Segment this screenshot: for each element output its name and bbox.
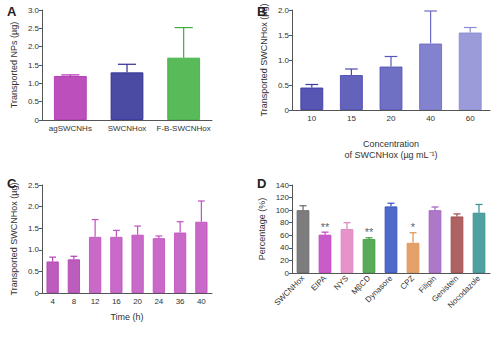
svg-text:Genistein: Genistein <box>430 273 461 304</box>
svg-text:2.5: 2.5 <box>28 24 40 33</box>
svg-text:4: 4 <box>50 297 55 306</box>
svg-text:20: 20 <box>280 256 289 265</box>
svg-text:Concentration: Concentration <box>363 139 419 149</box>
svg-text:SWCNHox: SWCNHox <box>108 124 147 133</box>
svg-text:2.0: 2.0 <box>278 6 290 15</box>
svg-text:Nocodazole: Nocodazole <box>446 273 483 310</box>
svg-text:12: 12 <box>91 297 100 306</box>
svg-text:36: 36 <box>176 297 185 306</box>
svg-text:C: C <box>7 176 17 191</box>
svg-text:EIPA: EIPA <box>309 273 328 292</box>
svg-text:20: 20 <box>387 114 396 123</box>
svg-text:**: ** <box>365 226 374 238</box>
svg-text:NYS: NYS <box>332 274 350 292</box>
svg-text:60: 60 <box>280 231 289 240</box>
svg-text:16: 16 <box>112 297 121 306</box>
svg-text:40: 40 <box>426 114 435 123</box>
svg-text:8: 8 <box>72 297 77 306</box>
svg-text:15: 15 <box>347 114 356 123</box>
svg-text:A: A <box>7 4 17 19</box>
svg-text:2.0: 2.0 <box>28 42 40 51</box>
svg-text:0: 0 <box>35 289 40 298</box>
svg-text:0.5: 0.5 <box>28 267 40 276</box>
svg-text:120: 120 <box>276 193 290 202</box>
svg-text:0: 0 <box>285 269 290 278</box>
svg-text:Time (h): Time (h) <box>110 312 143 322</box>
svg-text:2.0: 2.0 <box>28 202 40 211</box>
svg-text:20: 20 <box>133 297 142 306</box>
svg-text:*: * <box>411 221 416 233</box>
svg-text:of SWCNHox (µg mL⁻¹): of SWCNHox (µg mL⁻¹) <box>344 150 437 160</box>
svg-text:CPZ: CPZ <box>399 274 417 292</box>
svg-text:3.0: 3.0 <box>28 6 40 15</box>
svg-text:Transported SWCNHox (µg): Transported SWCNHox (µg) <box>9 183 19 296</box>
svg-text:B: B <box>257 4 266 19</box>
svg-text:1.0: 1.0 <box>28 245 40 254</box>
svg-text:40: 40 <box>197 297 206 306</box>
svg-text:D: D <box>257 176 266 191</box>
svg-text:1.5: 1.5 <box>28 61 40 70</box>
svg-text:140: 140 <box>276 181 290 190</box>
svg-text:Dynasore: Dynasore <box>364 273 395 304</box>
svg-text:Filipin: Filipin <box>417 273 439 295</box>
svg-text:Transported SWCNHox (µg): Transported SWCNHox (µg) <box>259 4 269 117</box>
svg-text:0: 0 <box>35 116 40 125</box>
svg-text:60: 60 <box>466 114 475 123</box>
svg-text:80: 80 <box>280 218 289 227</box>
svg-text:40: 40 <box>280 243 289 252</box>
svg-text:agSWCNHs: agSWCNHs <box>49 124 92 133</box>
svg-text:F-B-SWCNHox: F-B-SWCNHox <box>157 124 211 133</box>
svg-text:1.0: 1.0 <box>278 56 290 65</box>
svg-text:1.5: 1.5 <box>28 224 40 233</box>
svg-text:Percentage (%): Percentage (%) <box>257 198 267 261</box>
svg-text:2.5: 2.5 <box>28 181 40 190</box>
svg-text:MβCD: MβCD <box>349 273 373 297</box>
svg-text:1.5: 1.5 <box>278 31 290 40</box>
svg-text:0: 0 <box>285 106 290 115</box>
svg-text:1.0: 1.0 <box>28 79 40 88</box>
svg-text:24: 24 <box>154 297 163 306</box>
svg-text:100: 100 <box>276 206 290 215</box>
svg-text:SWCNHox: SWCNHox <box>273 274 307 308</box>
svg-text:10: 10 <box>307 114 316 123</box>
svg-text:Transported NPs (µg): Transported NPs (µg) <box>9 22 19 108</box>
svg-text:**: ** <box>321 221 330 233</box>
svg-text:0.5: 0.5 <box>278 81 290 90</box>
svg-text:0.5: 0.5 <box>28 97 40 106</box>
